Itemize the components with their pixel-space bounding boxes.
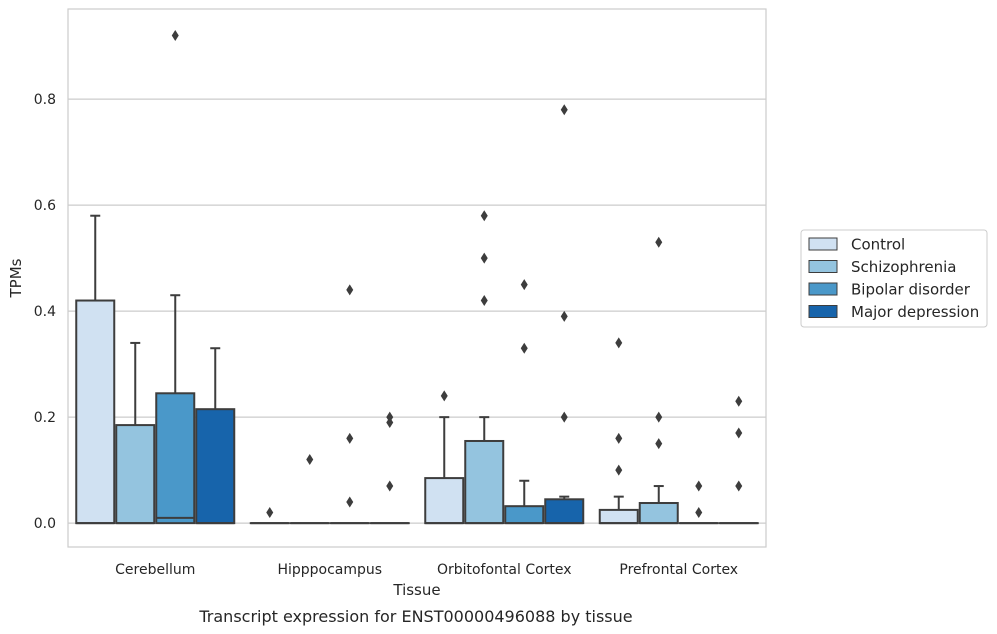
legend-frame: [800, 229, 988, 328]
box-control: [249, 507, 290, 525]
box-body: [464, 439, 505, 525]
box-bipolar-disorder: [504, 279, 545, 525]
y-tick-label: 0.4: [34, 304, 56, 320]
outlier-point: [171, 30, 179, 42]
x-tick-label: Prefrontal Cortex: [619, 562, 738, 578]
box-major-depression: [369, 411, 410, 525]
box-schizophrenia: [115, 341, 156, 525]
box-schizophrenia: [638, 236, 679, 525]
outlier-point: [520, 279, 528, 291]
outlier-point: [480, 252, 488, 264]
outlier-point: [560, 104, 568, 116]
outlier-point: [615, 432, 623, 444]
box-control: [598, 337, 639, 525]
x-tick-label: Hipppocampus: [277, 562, 382, 578]
chart-caption: Transcript expression for ENST0000049608…: [198, 607, 632, 626]
legend: Control Schizophrenia Bipolar disorder Majo…: [800, 229, 988, 328]
box-schizophrenia: [289, 454, 330, 525]
box-body: [195, 408, 236, 525]
outlier-point: [386, 411, 394, 423]
outlier-point: [695, 507, 703, 519]
outlier-point: [520, 342, 528, 354]
legend-item: Major depression: [808, 303, 979, 321]
x-tick-label: Orbitofontal Cortex: [437, 562, 572, 578]
box-bipolar-disorder: [678, 480, 719, 525]
box-major-depression: [718, 395, 759, 525]
outlier-point: [346, 284, 354, 296]
outlier-point: [615, 464, 623, 476]
series-major-depression: [195, 104, 759, 525]
legend-item: Schizophrenia: [808, 258, 956, 276]
box-body: [75, 299, 116, 525]
outlier-point: [346, 496, 354, 508]
box-plot-series: [75, 30, 759, 525]
outlier-point: [695, 480, 703, 492]
legend-label: Major depression: [851, 303, 979, 321]
box-major-depression: [544, 104, 585, 525]
box-schizophrenia: [464, 210, 505, 525]
legend-swatch: [808, 260, 838, 273]
series-control: [75, 214, 639, 525]
legend-label: Bipolar disorder: [851, 281, 971, 299]
box-control: [75, 214, 116, 525]
outlier-point: [735, 427, 743, 439]
outlier-point: [440, 390, 448, 402]
legend-item: Control: [808, 236, 905, 254]
outlier-point: [480, 295, 488, 307]
x-axis-title: Tissue: [392, 581, 440, 599]
box-body: [115, 424, 156, 525]
outlier-point: [306, 454, 314, 466]
outlier-point: [735, 480, 743, 492]
x-tick-label: Cerebellum: [115, 562, 195, 578]
box-body: [424, 477, 465, 525]
outlier-point: [655, 438, 663, 450]
y-tick-label: 0.2: [34, 410, 56, 426]
outlier-point: [266, 507, 274, 519]
y-tick-labels: 0.0 0.2 0.4 0.6 0.8: [34, 92, 56, 532]
outlier-point: [386, 480, 394, 492]
outlier-point: [560, 411, 568, 423]
outlier-point: [480, 210, 488, 222]
plot-frame: [67, 8, 767, 548]
legend-label: Control: [851, 236, 905, 254]
box-control: [424, 390, 465, 525]
box-body: [155, 392, 196, 525]
series-schizophrenia: [115, 210, 679, 525]
outlier-point: [655, 236, 663, 248]
legend-swatch: [808, 237, 838, 251]
box-body: [598, 508, 639, 525]
legend-label: Schizophrenia: [851, 258, 956, 276]
box-bipolar-disorder: [329, 284, 370, 525]
y-tick-label: 0.6: [34, 198, 56, 214]
outlier-point: [346, 432, 354, 444]
x-tick-labels: Cerebellum Hipppocampus Orbitofontal Corte…: [115, 562, 738, 578]
outlier-point: [615, 337, 623, 349]
outlier-point: [735, 395, 743, 407]
box-bipolar-disorder: [155, 30, 196, 525]
legend-swatch: [808, 282, 838, 296]
box-major-depression: [195, 347, 236, 525]
y-tick-label: 0.8: [34, 92, 56, 108]
outlier-point: [560, 310, 568, 322]
legend-swatch: [808, 305, 838, 318]
outlier-point: [655, 411, 663, 423]
box-body: [504, 505, 545, 525]
box-body: [638, 502, 679, 525]
series-bipolar-disorder: [155, 30, 719, 525]
y-axis-title: TPMs: [7, 258, 25, 298]
legend-item: Bipolar disorder: [808, 281, 971, 299]
box-body: [544, 498, 585, 525]
y-tick-label: 0.0: [34, 516, 56, 532]
